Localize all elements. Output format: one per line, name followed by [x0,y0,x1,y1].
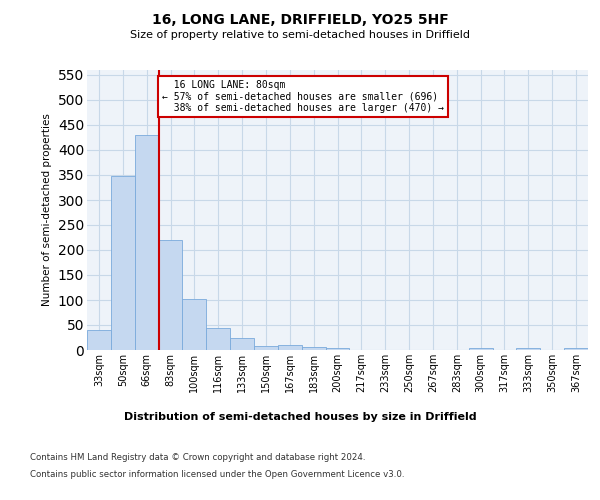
Y-axis label: Number of semi-detached properties: Number of semi-detached properties [42,114,52,306]
Bar [111,176,135,350]
Bar [564,348,588,350]
Bar [182,298,206,350]
Bar [278,345,302,350]
Text: 16 LONG LANE: 80sqm  
← 57% of semi-detached houses are smaller (696)
  38% of s: 16 LONG LANE: 80sqm ← 57% of semi-detach… [162,80,444,113]
Bar [254,346,278,350]
Text: Distribution of semi-detached houses by size in Driffield: Distribution of semi-detached houses by … [124,412,476,422]
Bar [206,328,230,350]
Bar [326,348,349,350]
Text: Contains HM Land Registry data © Crown copyright and database right 2024.: Contains HM Land Registry data © Crown c… [30,452,365,462]
Bar [517,348,540,350]
Bar [230,338,254,350]
Bar [87,330,111,350]
Text: Contains public sector information licensed under the Open Government Licence v3: Contains public sector information licen… [30,470,404,479]
Bar [158,240,182,350]
Bar [302,346,326,350]
Text: 16, LONG LANE, DRIFFIELD, YO25 5HF: 16, LONG LANE, DRIFFIELD, YO25 5HF [152,12,448,26]
Text: Size of property relative to semi-detached houses in Driffield: Size of property relative to semi-detach… [130,30,470,40]
Bar [135,135,158,350]
Bar [469,348,493,350]
